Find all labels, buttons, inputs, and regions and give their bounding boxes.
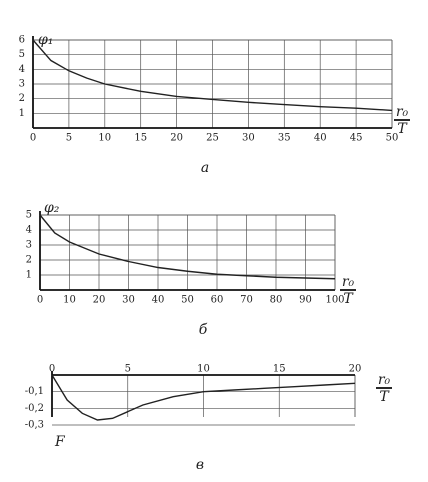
x-tick-label: 40 [152, 295, 165, 306]
y-tick-label: 2 [26, 255, 32, 266]
x-tick-label: 25 [206, 133, 219, 144]
y-tick-label: -0,3 [25, 420, 44, 431]
x-tick-label: 15 [273, 364, 286, 375]
x-tick-label: 20 [93, 295, 106, 306]
caption: а [201, 160, 209, 176]
caption: в [196, 457, 204, 473]
x-tick-label: 10 [98, 133, 111, 144]
y-tick-label: 5 [26, 210, 32, 221]
data-line [51, 374, 356, 421]
x-tick-label: 5 [125, 364, 131, 375]
x-tick-label: 0 [30, 133, 36, 144]
x-tick-label: 10 [197, 364, 210, 375]
x-tick-label: 5 [66, 133, 72, 144]
caption: б [199, 322, 208, 338]
y-tick-label: 3 [26, 240, 32, 251]
x-axis-label-den: T [397, 121, 408, 137]
y-tick-label: 1 [26, 270, 32, 281]
y-axis-label: φ₁ [38, 32, 53, 48]
y-tick-label: 4 [26, 225, 32, 236]
x-tick-label: 80 [270, 295, 283, 306]
x-axis-label-den: T [343, 291, 354, 307]
y-tick-label: 3 [19, 79, 25, 90]
x-axis-label-num: r₀ [396, 104, 409, 120]
data-line [32, 39, 393, 112]
x-tick-label: 15 [134, 133, 147, 144]
y-tick-label: -0,1 [25, 386, 44, 397]
x-tick-label: 60 [211, 295, 224, 306]
x-tick-label: 50 [181, 295, 194, 306]
x-tick-label: 100 [325, 295, 344, 306]
x-tick-label: 30 [122, 295, 135, 306]
x-tick-label: 10 [63, 295, 76, 306]
x-tick-label: 90 [299, 295, 312, 306]
x-tick-label: 35 [278, 133, 291, 144]
data-line [39, 214, 336, 280]
x-tick-label: 0 [37, 295, 43, 306]
y-tick-label: 2 [19, 93, 25, 104]
y-tick-label: 5 [19, 49, 25, 60]
y-tick-label: 6 [19, 35, 25, 46]
x-axis-label-num: r₀ [378, 372, 391, 388]
x-axis-label-num: r₀ [342, 274, 355, 290]
x-tick-label: 30 [242, 133, 255, 144]
y-tick-label: 1 [19, 108, 25, 119]
y-tick-label: -0,2 [25, 403, 44, 414]
x-axis-label-den: T [379, 389, 390, 405]
x-tick-label: 50 [386, 133, 399, 144]
x-tick-label: 20 [170, 133, 183, 144]
x-tick-label: 0 [49, 364, 55, 375]
y-tick-label: 4 [19, 64, 25, 75]
x-tick-label: 40 [314, 133, 327, 144]
y-axis-label: F [54, 434, 66, 450]
x-tick-label: 45 [350, 133, 363, 144]
y-axis-label: φ₂ [44, 200, 60, 216]
x-tick-label: 70 [240, 295, 253, 306]
x-tick-label: 20 [349, 364, 362, 375]
